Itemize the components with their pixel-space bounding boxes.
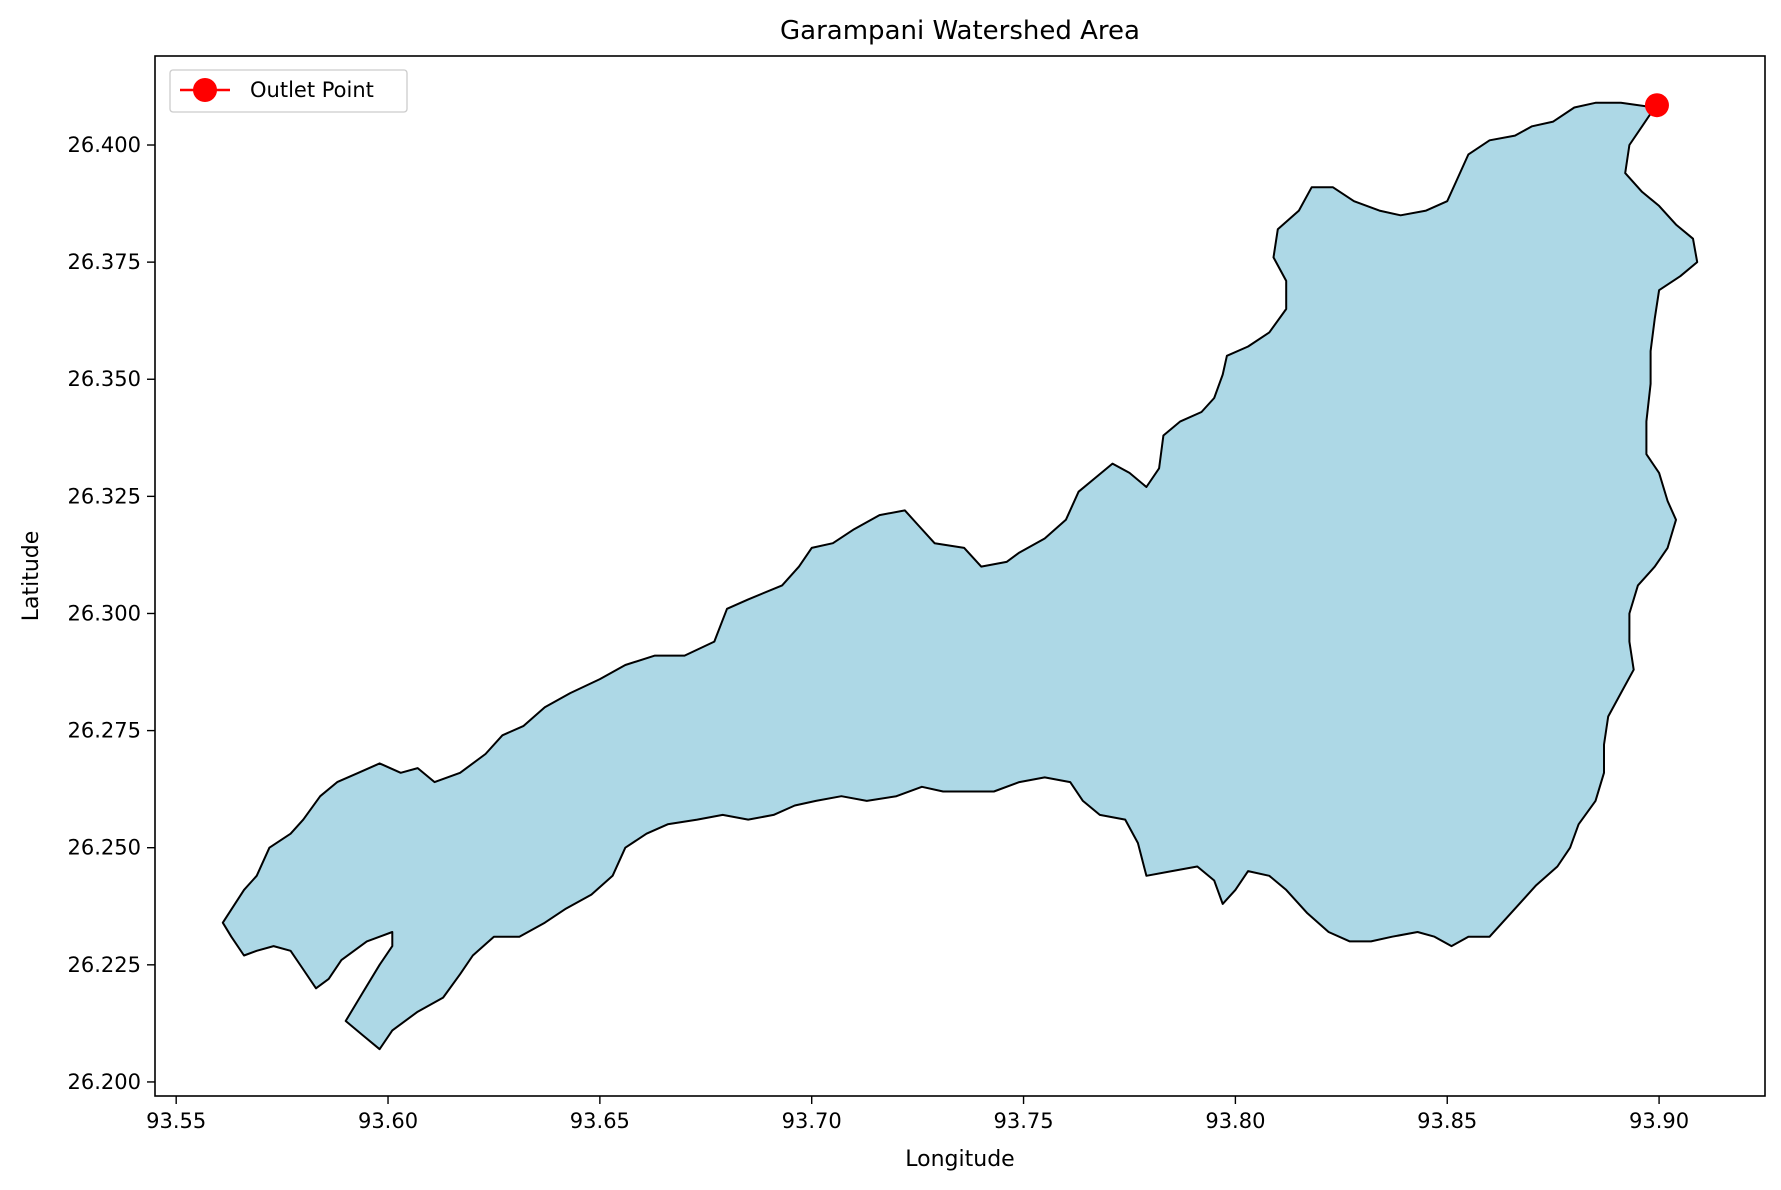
y-tick-label: 26.200 (68, 1070, 141, 1094)
plot-frame (154, 55, 1766, 1097)
y-tick-label: 26.250 (68, 836, 141, 860)
x-axis-label: Longitude (905, 1147, 1014, 1172)
y-tick-label: 26.275 (68, 719, 141, 743)
x-tick-label: 93.85 (1417, 1109, 1477, 1133)
y-tick-label: 26.300 (68, 601, 141, 625)
y-tick-label: 26.325 (68, 484, 141, 508)
outlet-point-marker (1644, 93, 1669, 118)
x-tick-label: 93.70 (782, 1109, 842, 1133)
x-tick-label: 93.75 (993, 1109, 1053, 1133)
axis-ticks: 93.55 93.60 93.65 93.70 93.75 93.80 93.85 93.90… (68, 133, 1690, 1133)
watershed-polygon (221, 101, 1699, 1051)
x-tick-label: 93.65 (570, 1109, 630, 1133)
legend-box (169, 69, 408, 113)
y-tick-label: 26.400 (68, 133, 141, 157)
legend-label-outlet: Outlet Point (250, 78, 374, 102)
y-tick-label: 26.350 (68, 367, 141, 391)
legend: Outlet Point (169, 69, 408, 113)
legend-marker-sample (193, 78, 217, 102)
x-tick-label: 93.90 (1629, 1109, 1689, 1133)
x-tick-label: 93.60 (358, 1109, 418, 1133)
x-tick-label: 93.80 (1205, 1109, 1265, 1133)
x-tick-label: 93.55 (146, 1109, 206, 1133)
chart-title: Garampani Watershed Area (780, 16, 1140, 46)
y-tick-label: 26.375 (68, 250, 141, 274)
y-tick-label: 26.225 (68, 953, 141, 977)
y-axis-label: Latitude (19, 531, 44, 622)
